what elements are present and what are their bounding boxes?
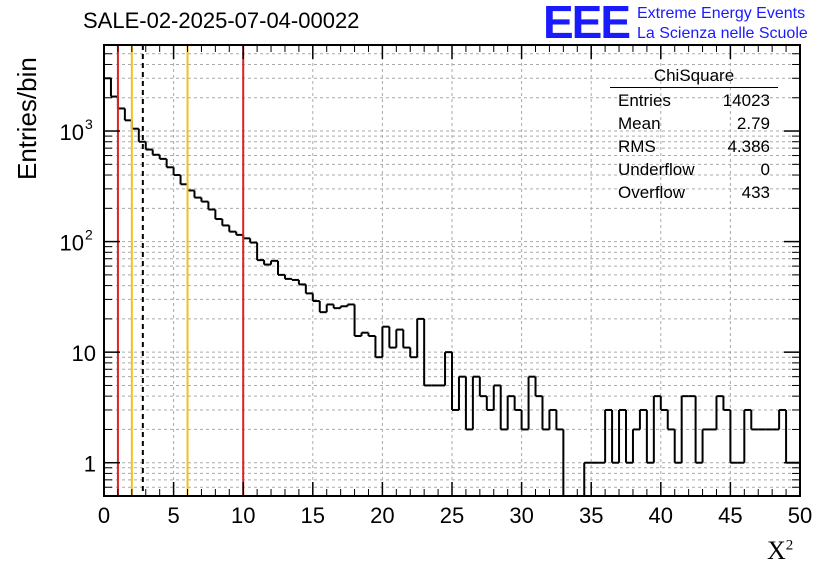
stats-row: Underflow 0 bbox=[610, 160, 778, 183]
y-tick-exponent: 2 bbox=[85, 227, 93, 243]
stats-row: Mean 2.79 bbox=[610, 114, 778, 137]
stats-value: 4.386 bbox=[727, 137, 770, 156]
stats-label: Mean bbox=[618, 114, 661, 133]
stats-row: Entries 14023 bbox=[610, 91, 778, 114]
stats-label: Underflow bbox=[618, 160, 695, 179]
stats-value: 0 bbox=[760, 160, 770, 179]
x-tick-label: 40 bbox=[649, 503, 673, 528]
y-tick-label: 10 bbox=[60, 231, 84, 256]
stats-label: Overflow bbox=[618, 183, 686, 202]
y-tick-label: 10 bbox=[60, 120, 84, 145]
stats-label: RMS bbox=[618, 137, 656, 156]
eee-logo: EEE bbox=[543, 0, 631, 48]
stats-row: Overflow 433 bbox=[610, 183, 778, 206]
stats-label: Entries bbox=[618, 91, 671, 110]
stats-row: RMS 4.386 bbox=[610, 137, 778, 160]
y-tick-exponent: 3 bbox=[85, 116, 93, 132]
x-axis-label: X2 bbox=[767, 536, 793, 566]
x-axis-label-base: X bbox=[767, 536, 786, 565]
x-tick-label: 35 bbox=[579, 503, 603, 528]
x-tick-label: 50 bbox=[788, 503, 812, 528]
x-tick-label: 30 bbox=[509, 503, 533, 528]
x-tick-label: 20 bbox=[370, 503, 394, 528]
stats-value: 14023 bbox=[722, 91, 770, 110]
logo-caption: Extreme Energy Events La Scienza nelle S… bbox=[637, 4, 808, 44]
x-tick-label: 0 bbox=[98, 503, 110, 528]
y-tick-label: 1 bbox=[84, 452, 96, 477]
y-axis-label: Entries/bin bbox=[12, 57, 42, 180]
x-axis-label-sup: 2 bbox=[785, 537, 794, 554]
logo-line-1: Extreme Energy Events bbox=[637, 5, 806, 22]
stats-value: 2.79 bbox=[736, 114, 770, 133]
chart-title: SALE-02-2025-07-04-00022 bbox=[83, 8, 360, 33]
x-tick-label: 10 bbox=[231, 503, 255, 528]
stats-title: ChiSquare bbox=[610, 66, 778, 88]
stats-box: ChiSquare Entries 14023 Mean 2.79 RMS 4.386… bbox=[610, 66, 778, 206]
stats-value: 433 bbox=[741, 183, 770, 202]
x-tick-label: 45 bbox=[718, 503, 742, 528]
x-tick-label: 25 bbox=[440, 503, 464, 528]
logo-line-2: La Scienza nelle Scuole bbox=[637, 25, 808, 42]
x-tick-label: 5 bbox=[167, 503, 179, 528]
x-tick-label: 15 bbox=[301, 503, 325, 528]
y-tick-label: 10 bbox=[72, 341, 96, 366]
